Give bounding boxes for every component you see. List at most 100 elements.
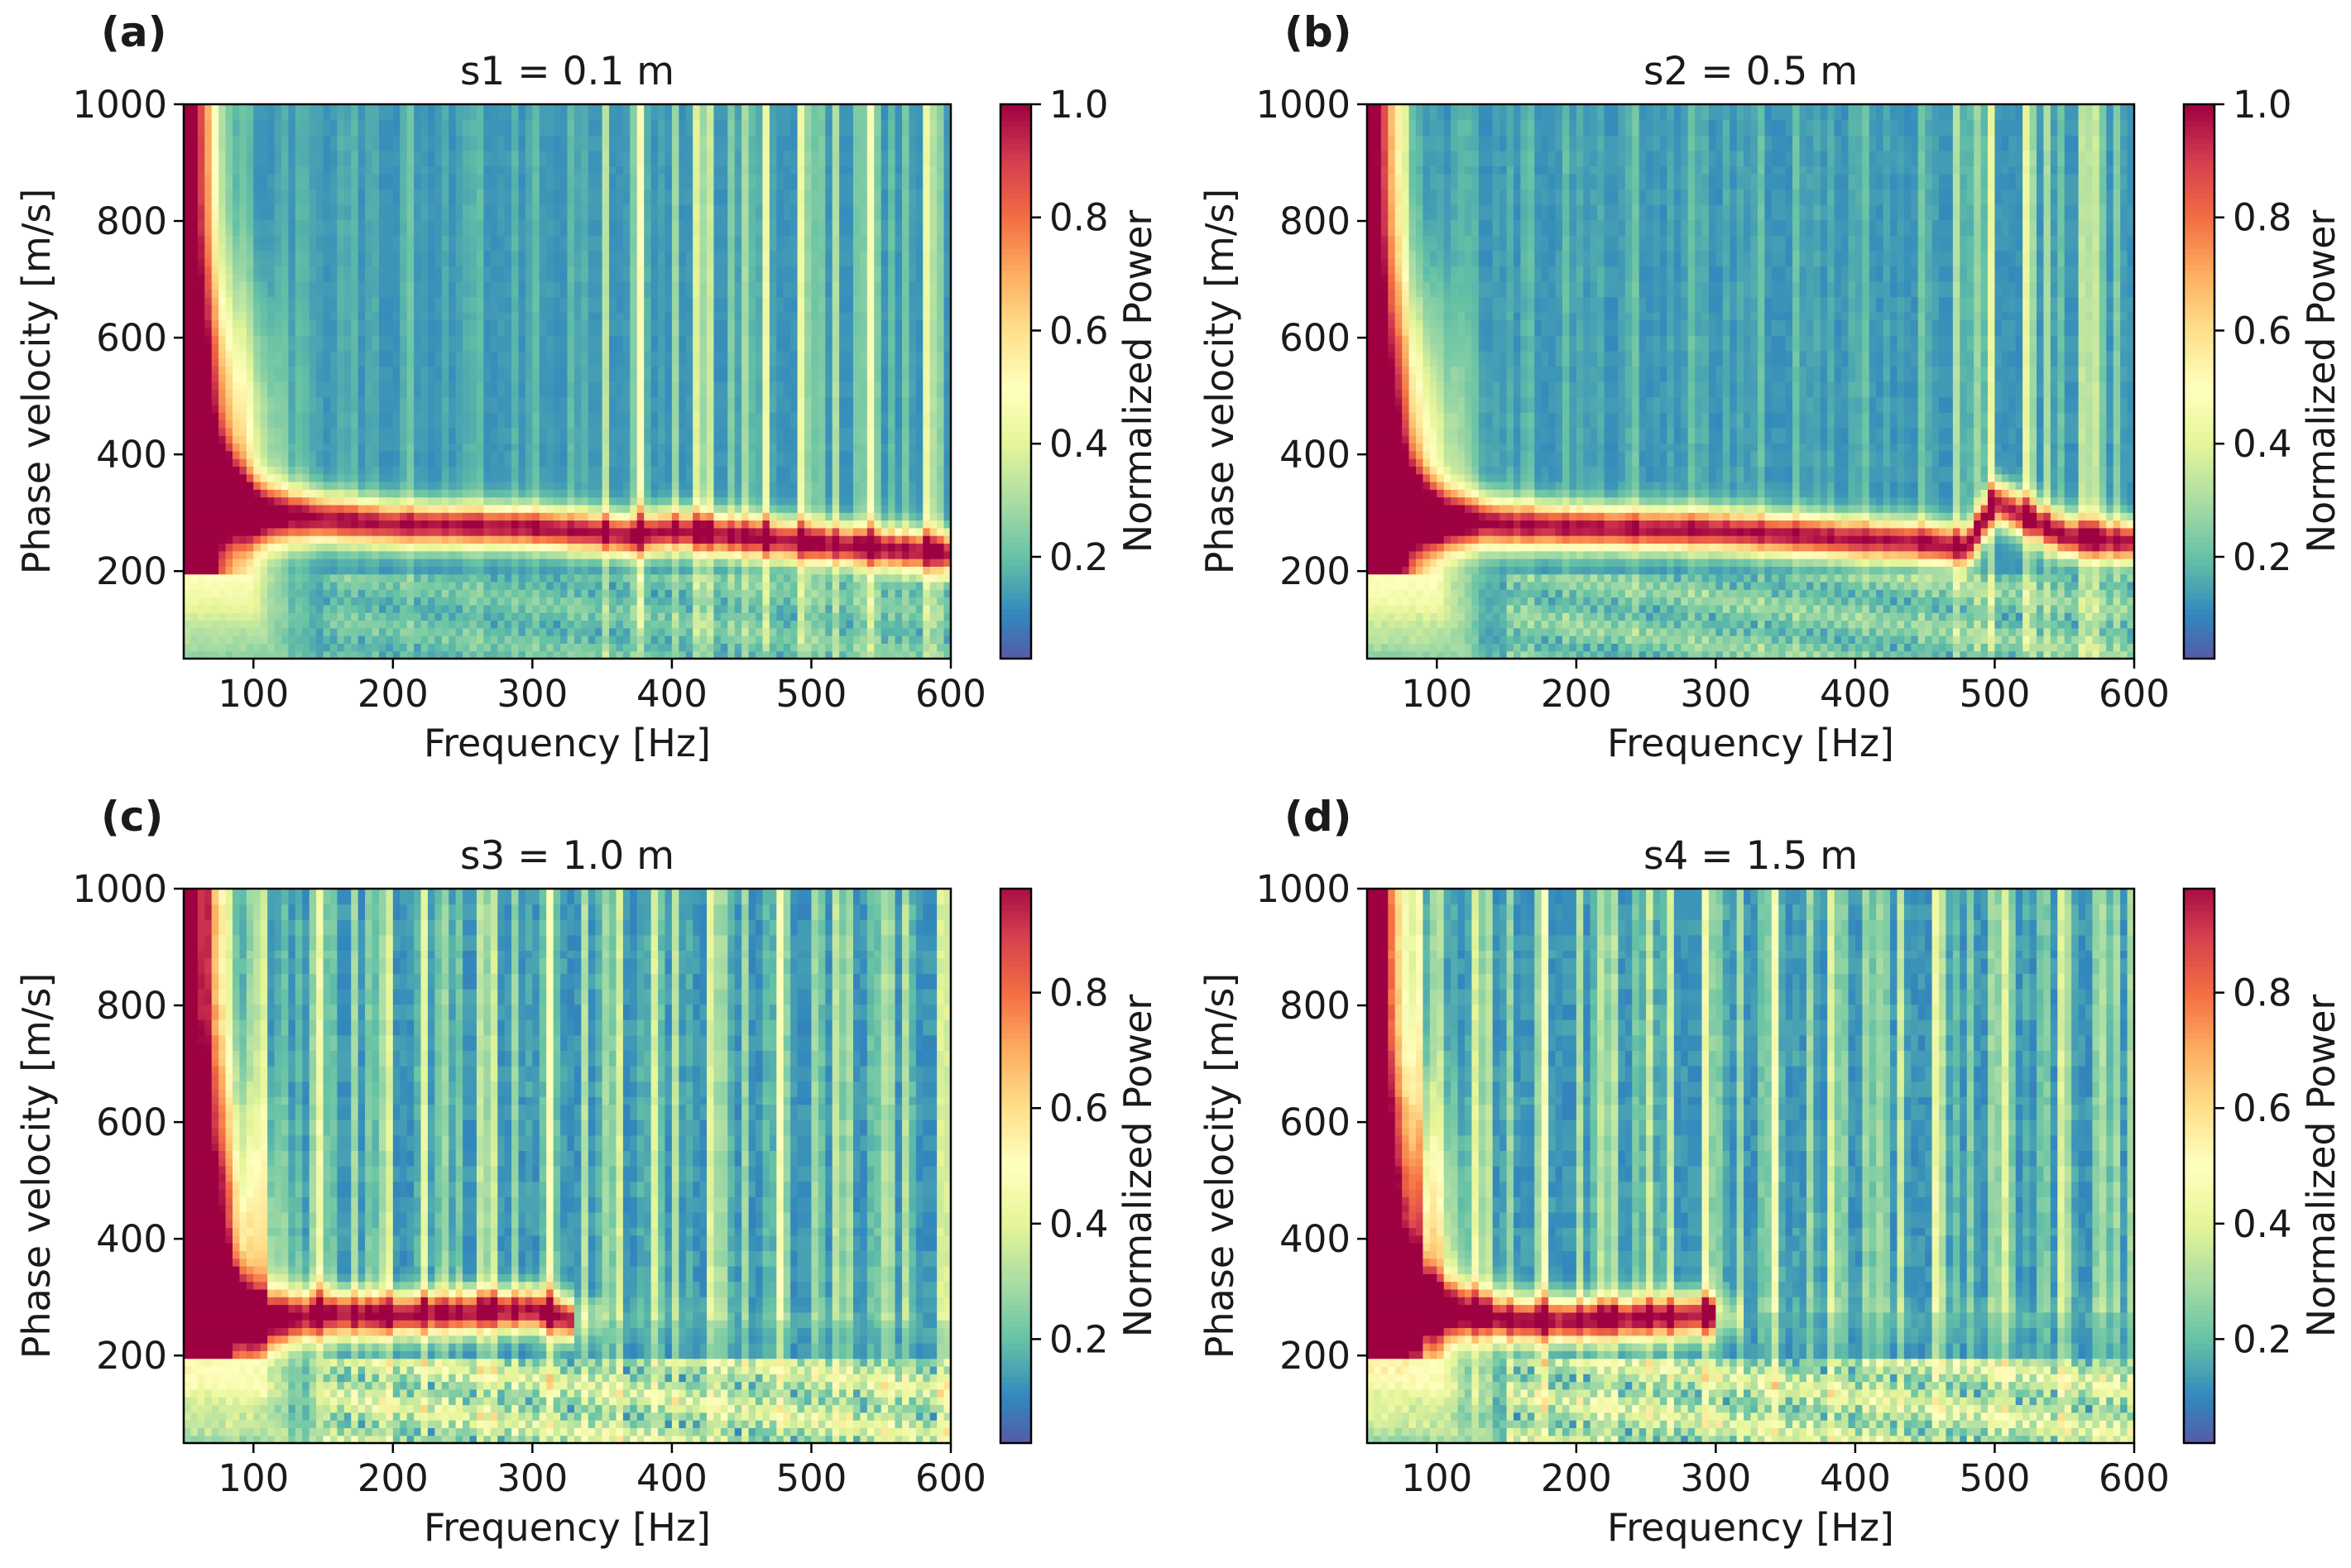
heatmap-cell [428,389,435,397]
heatmap-cell [281,512,289,520]
heatmap-cell [449,620,456,628]
heatmap-cell [253,174,261,182]
heatmap-cell [477,643,484,651]
heatmap-cell [456,635,463,644]
heatmap-cell [470,643,477,651]
heatmap-cell [414,366,421,374]
heatmap-cell [275,251,282,259]
heatmap-cell [470,466,477,474]
heatmap-cell [414,228,421,236]
heatmap-cell [190,489,198,497]
heatmap-cell [505,574,512,583]
heatmap-cell [247,458,254,467]
heatmap-cell [407,120,415,128]
heatmap-cell [358,512,366,520]
heatmap-cell [344,589,352,597]
heatmap-cell [505,474,512,482]
heatmap-cell [540,612,547,621]
heatmap-cell [483,243,491,252]
heatmap-cell [184,165,191,174]
heatmap-cell [511,320,519,328]
heatmap-cell [525,597,533,606]
heatmap-cell [302,574,309,583]
heatmap-cell [393,189,401,197]
heatmap-cell [505,358,512,367]
heatmap-cell [470,482,477,490]
heatmap-cell [456,328,463,336]
heatmap-cell [449,135,456,143]
heatmap-cell [372,474,380,482]
heatmap-cell [247,635,254,644]
heatmap-cell [449,443,456,451]
heatmap-cell [337,366,344,374]
heatmap-cell [491,597,498,606]
heatmap-cell [421,320,429,328]
heatmap-cell [379,543,386,551]
heatmap-cell [519,266,526,274]
heatmap-cell [330,151,338,159]
heatmap-cell [407,574,415,583]
heatmap-cell [540,351,547,359]
heatmap-cell [358,597,366,606]
heatmap-cell [218,197,226,205]
heatmap-cell [497,628,505,636]
heatmap-cell [198,297,205,305]
heatmap-cell [483,458,491,467]
heatmap-cell [442,220,449,228]
heatmap-cell [421,258,429,266]
heatmap-cell [532,328,540,336]
heatmap-cell [379,320,386,328]
heatmap-cell [184,389,191,397]
heatmap-cell [184,220,191,228]
heatmap-cell [212,304,219,313]
heatmap-cell [184,443,191,451]
heatmap-cell [204,274,212,282]
heatmap-cell [434,366,442,374]
heatmap-cell [253,528,261,536]
heatmap-cell [407,643,415,651]
heatmap-cell [470,165,477,174]
heatmap-cell [261,328,268,336]
heatmap-cell [456,343,463,351]
heatmap-cell [190,528,198,536]
heatmap-cell [540,582,547,590]
heatmap-cell [483,235,491,243]
heatmap-cell [261,528,268,536]
heatmap-cell [324,335,331,343]
heatmap-cell [309,551,317,559]
heatmap-cell [421,535,429,544]
heatmap-cell [483,374,491,382]
heatmap-cell [456,497,463,506]
heatmap-cell [525,374,533,382]
heatmap-cell [386,535,393,544]
heatmap-cell [344,135,352,143]
heatmap-cell [428,335,435,343]
heatmap-cell [288,589,295,597]
heatmap-cell [330,528,338,536]
heatmap-cell [491,528,498,536]
heatmap-cell [275,535,282,544]
heatmap-cell [295,328,303,336]
heatmap-cell [247,512,254,520]
heatmap-cell [198,358,205,367]
heatmap-cell [295,420,303,429]
heatmap-cell [470,181,477,189]
heatmap-cell [379,266,386,274]
heatmap-cell [218,520,226,529]
heatmap-cell [239,566,247,574]
heatmap-cell [456,304,463,313]
heatmap-cell [330,120,338,128]
heatmap-cell [407,112,415,120]
heatmap-cell [532,451,540,459]
heatmap-cell [198,559,205,567]
heatmap-cell [372,289,380,297]
heatmap-cell [302,335,309,343]
heatmap-cell [449,559,456,567]
heatmap-cell [511,251,519,259]
heatmap-cell [497,328,505,336]
heatmap-cell [233,635,240,644]
heatmap-cell [316,220,324,228]
heatmap-cell [379,643,386,651]
heatmap-cell [442,266,449,274]
heatmap-cell [497,466,505,474]
